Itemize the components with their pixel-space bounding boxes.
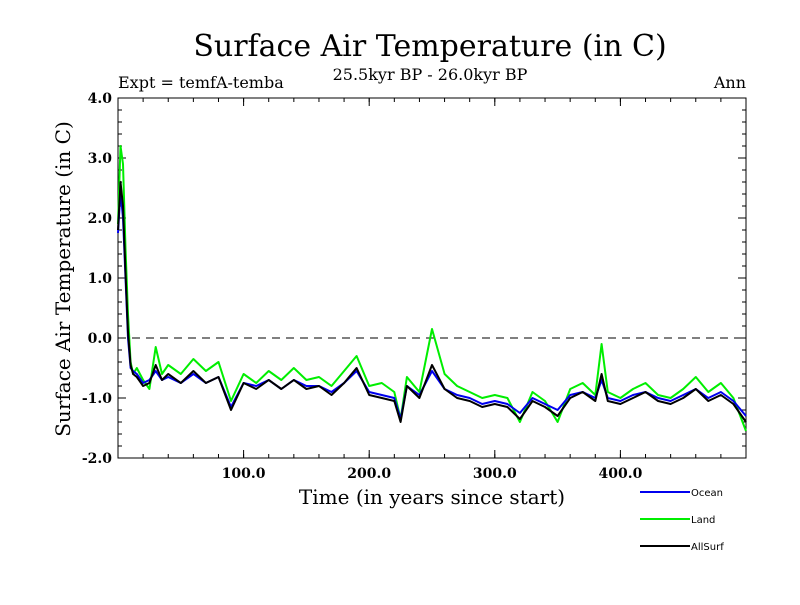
x-tick-label: 400.0 <box>598 466 642 482</box>
x-tick-label: 100.0 <box>222 466 266 482</box>
y-tick-label: 3.0 <box>88 151 113 167</box>
expt-label: Expt = temfA-temba <box>118 73 284 92</box>
y-tick-label: 2.0 <box>88 211 113 227</box>
y-tick-label: 1.0 <box>88 271 113 287</box>
y-axis-label: Surface Air Temperature (in C) <box>51 121 75 437</box>
legend-label-ocean: Ocean <box>691 488 723 499</box>
x-tick-label: 200.0 <box>347 466 391 482</box>
chart-title: Surface Air Temperature (in C) <box>193 29 666 64</box>
season-label: Ann <box>713 73 746 92</box>
plot-area: -2.0 -1.0 0.0 1.0 2.0 3.0 4.0 100.0 200.0 300.0 40… <box>82 91 747 482</box>
series-line-ocean <box>117 190 747 420</box>
x-tick-label: 300.0 <box>473 466 517 482</box>
series-line-land <box>117 145 747 432</box>
y-tick-label: -2.0 <box>82 451 112 467</box>
x-axis-label: Time (in years since start) <box>299 485 565 509</box>
y-tick-label: 4.0 <box>88 91 113 107</box>
legend: Ocean Land AllSurf <box>640 488 724 553</box>
legend-label-allsurf: AllSurf <box>691 542 724 553</box>
plot-frame <box>117 97 747 459</box>
legend-label-land: Land <box>691 515 715 526</box>
series-line-allsurf <box>117 181 747 423</box>
y-tick-label: -1.0 <box>82 391 112 407</box>
chart-subtitle: 25.5kyr BP - 26.0kyr BP <box>333 65 528 84</box>
y-tick-label: 0.0 <box>88 331 113 347</box>
